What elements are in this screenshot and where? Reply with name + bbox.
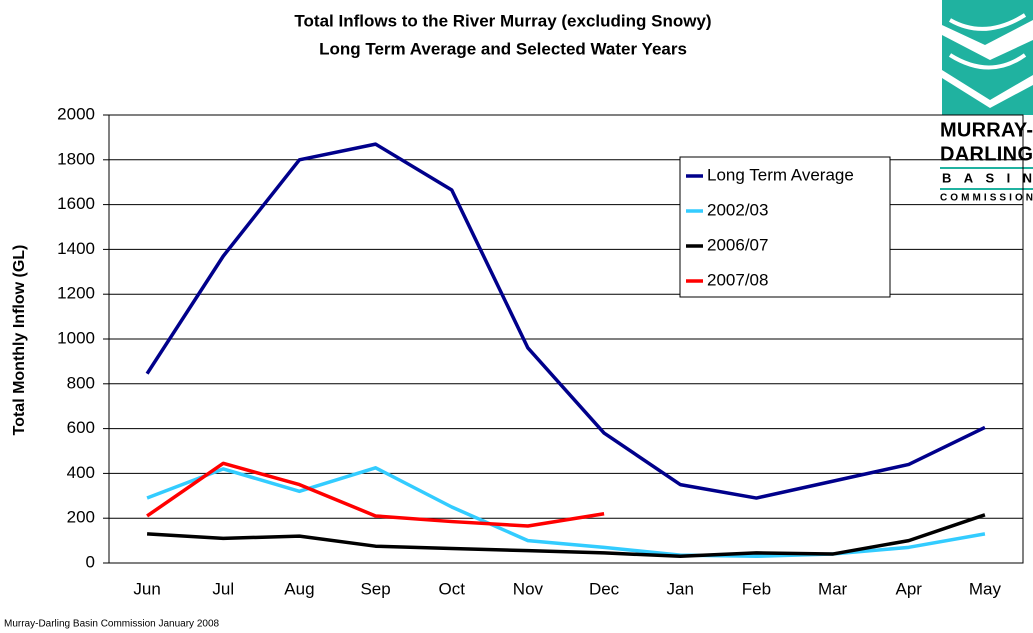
series-line bbox=[145, 142, 986, 500]
legend-label: 2002/03 bbox=[707, 200, 768, 219]
logo-shape bbox=[942, 0, 1033, 45]
legend-label: 2006/07 bbox=[707, 235, 768, 254]
legend-label: Long Term Average bbox=[707, 165, 854, 184]
logo-text: MURRAY- bbox=[940, 119, 1033, 141]
logo-text: COMMISSION bbox=[940, 193, 1033, 204]
y-tick-label: 0 bbox=[86, 552, 95, 571]
x-tick-label: Jun bbox=[133, 579, 160, 598]
x-tick-label: Feb bbox=[742, 579, 771, 598]
x-tick-label: Mar bbox=[818, 579, 848, 598]
y-tick-label: 1200 bbox=[57, 284, 95, 303]
y-tick-label: 800 bbox=[67, 373, 95, 392]
series-line bbox=[146, 513, 986, 559]
y-tick-label: 2000 bbox=[57, 104, 95, 123]
y-tick-label: 1800 bbox=[57, 149, 95, 168]
series-line bbox=[146, 466, 986, 559]
legend-label: 2007/08 bbox=[707, 270, 768, 289]
x-tick-label: Jul bbox=[212, 579, 234, 598]
plot-frame bbox=[108, 114, 1024, 564]
logo-wave bbox=[948, 13, 1027, 70]
y-axis-label: Total Monthly Inflow (GL) bbox=[11, 245, 28, 436]
y-tick-label: 1000 bbox=[57, 328, 95, 347]
series-line bbox=[146, 461, 605, 528]
x-tick-label: Dec bbox=[589, 579, 620, 598]
chart-title: Total Inflows to the River Murray (exclu… bbox=[294, 11, 711, 30]
x-tick-label: Sep bbox=[360, 579, 390, 598]
x-tick-label: Oct bbox=[439, 579, 466, 598]
y-tick-label: 600 bbox=[67, 418, 95, 437]
x-tick-label: Jan bbox=[667, 579, 694, 598]
y-tick-label: 1600 bbox=[57, 194, 95, 213]
logo-text: DARLING bbox=[940, 143, 1033, 165]
y-tick-label: 200 bbox=[67, 508, 95, 527]
x-tick-label: May bbox=[969, 579, 1002, 598]
x-tick-label: Apr bbox=[896, 579, 923, 598]
logo: MURRAY- DARLING BASIN COMMISSION bbox=[940, 0, 1033, 204]
logo-text: BASIN bbox=[942, 170, 1032, 185]
y-tick-label: 1400 bbox=[57, 239, 95, 258]
x-tick-label: Aug bbox=[284, 579, 314, 598]
footer: Murray-Darling Basin Commission January … bbox=[4, 619, 220, 630]
chart-subtitle: Long Term Average and Selected Water Yea… bbox=[319, 39, 687, 58]
legend-box bbox=[679, 156, 891, 298]
y-tick-label: 400 bbox=[67, 463, 95, 482]
x-tick-label: Nov bbox=[513, 579, 544, 598]
logo-shape bbox=[942, 78, 1033, 115]
